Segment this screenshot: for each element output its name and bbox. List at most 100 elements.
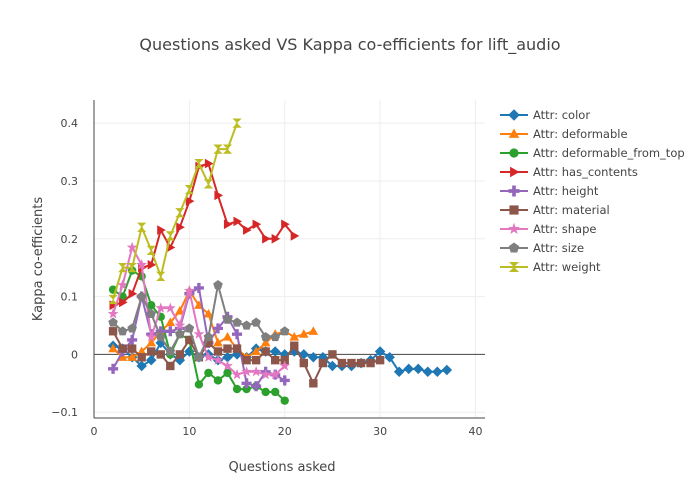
data-point-attr-material [108, 327, 118, 336]
legend-item-attr-size[interactable]: Attr: size [500, 241, 584, 255]
data-point-attr-shape [107, 308, 119, 319]
data-point-attr-color [327, 360, 338, 372]
data-point-attr-has-contents [281, 219, 290, 230]
data-point-attr-shape [279, 360, 291, 371]
legend-marker [509, 205, 519, 215]
x-axis-title: Questions asked [228, 460, 335, 475]
data-point-attr-material [299, 358, 308, 368]
data-point-attr-weight [165, 231, 175, 241]
data-point-attr-size [232, 317, 242, 327]
data-point-attr-size [213, 279, 223, 290]
y-tick-label: −0.1 [51, 406, 78, 419]
data-point-attr-weight [203, 179, 214, 189]
data-point-attr-deformable [298, 329, 309, 338]
legend-item-attr-material[interactable]: Attr: material [500, 203, 610, 217]
legend-item-attr-height[interactable]: Attr: height [500, 184, 599, 198]
legend-item-attr-color[interactable]: Attr: color [500, 108, 590, 122]
data-point-attr-height [212, 323, 224, 334]
data-point-attr-color [432, 366, 443, 377]
data-point-attr-size [108, 317, 118, 327]
data-point-attr-deformable-from-top [242, 384, 251, 394]
data-point-attr-has-contents [262, 233, 271, 244]
data-point-attr-color [441, 364, 453, 376]
data-point-attr-deformable [108, 343, 118, 353]
data-point-attr-height [232, 329, 243, 340]
legend-item-attr-deformable-from-top[interactable]: Attr: deformable_from_top [500, 146, 685, 160]
data-point-attr-weight [175, 208, 185, 218]
data-point-attr-size [127, 323, 137, 333]
data-point-attr-height [279, 375, 290, 386]
data-point-attr-material [375, 355, 385, 365]
data-point-attr-has-contents [252, 219, 262, 230]
data-point-attr-has-contents [128, 288, 138, 299]
data-point-attr-has-contents [271, 233, 281, 244]
data-point-attr-deformable [213, 337, 223, 347]
series-attr-size [108, 279, 290, 362]
legend-label: Attr: deformable_from_top [533, 146, 685, 160]
data-point-attr-color [308, 352, 319, 363]
data-point-attr-weight [108, 294, 118, 305]
data-point-attr-deformable-from-top [213, 376, 223, 385]
data-point-attr-color [269, 346, 281, 357]
legend[interactable]: Attr: color Attr: deformable Attr: deforma… [500, 108, 685, 274]
data-point-attr-size [136, 291, 147, 301]
data-point-attr-material [251, 355, 261, 365]
data-point-attr-has-contents [214, 190, 224, 201]
data-point-attr-color [403, 363, 414, 375]
data-point-attr-color [222, 352, 233, 363]
data-point-attr-has-contents [204, 158, 214, 169]
data-point-attr-height [108, 363, 119, 374]
data-point-attr-material [213, 347, 223, 356]
data-point-attr-deformable-from-top [204, 368, 213, 378]
legend-label: Attr: weight [533, 260, 601, 274]
data-point-attr-size [279, 326, 290, 336]
data-point-attr-size [175, 329, 185, 339]
data-point-attr-shape [174, 319, 186, 331]
data-point-attr-weight [222, 144, 233, 154]
data-point-attr-height [241, 378, 252, 389]
data-point-attr-shape [193, 328, 205, 339]
legend-item-attr-has-contents[interactable]: Attr: has_contents [500, 165, 638, 179]
y-tick-label: 0.4 [61, 117, 79, 130]
y-tick-label: 0.2 [61, 233, 79, 246]
data-point-attr-material [175, 350, 185, 359]
legend-item-attr-weight[interactable]: Attr: weight [500, 260, 601, 274]
data-point-attr-has-contents [157, 225, 166, 235]
data-point-attr-deformable-from-top [147, 301, 156, 310]
data-point-attr-shape [155, 302, 167, 313]
legend-item-attr-deformable[interactable]: Attr: deformable [500, 127, 628, 141]
data-point-attr-height [251, 381, 262, 392]
legend-label: Attr: size [533, 241, 584, 255]
data-point-attr-deformable [203, 308, 214, 318]
legend-marker [508, 222, 520, 235]
data-point-attr-deformable [251, 346, 261, 356]
legend-marker [510, 166, 520, 178]
data-point-attr-size [194, 352, 204, 362]
data-point-attr-material [290, 341, 299, 350]
data-point-attr-height [155, 326, 166, 337]
data-point-attr-has-contents [243, 225, 252, 235]
x-tick-label: 10 [182, 425, 196, 438]
data-point-attr-weight [156, 271, 166, 281]
data-point-attr-material [347, 358, 356, 368]
legend-item-attr-shape[interactable]: Attr: shape [500, 222, 596, 236]
series-attr-shape [107, 241, 291, 380]
legend-label: Attr: height [533, 184, 599, 198]
y-axis-title: Kappa co-efficients [31, 197, 46, 322]
data-point-attr-color [412, 363, 424, 375]
data-point-attr-size [241, 320, 252, 330]
data-point-attr-has-contents [119, 297, 128, 308]
data-point-attr-has-contents [147, 259, 157, 270]
data-point-attr-deformable-from-top [280, 396, 289, 405]
data-point-attr-weight [117, 263, 128, 273]
data-point-attr-height [193, 282, 204, 293]
x-tick-label: 30 [373, 425, 387, 438]
data-point-attr-height [127, 334, 138, 345]
data-point-attr-material [356, 358, 366, 368]
data-point-attr-has-contents [185, 196, 195, 207]
data-point-attr-size [184, 323, 195, 333]
legend-marker [508, 109, 520, 121]
y-tick-label: 0.1 [61, 291, 79, 304]
